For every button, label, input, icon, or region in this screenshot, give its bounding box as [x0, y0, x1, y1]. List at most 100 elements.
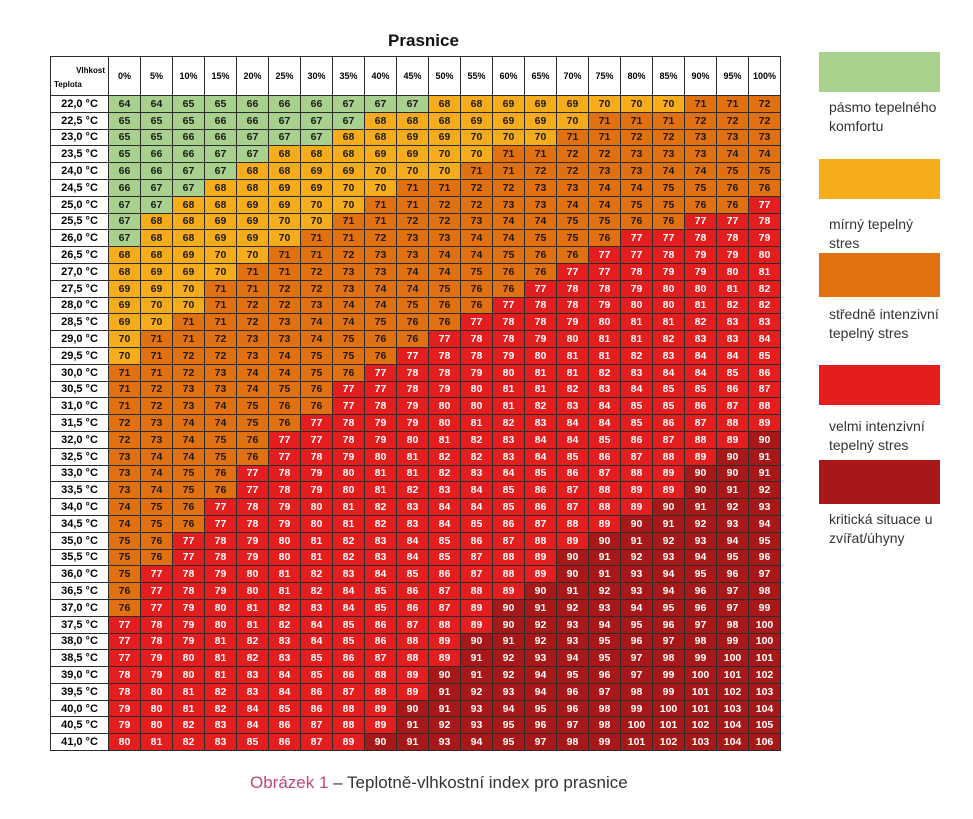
heatmap-cell: 73	[428, 229, 461, 248]
heatmap-cell: 88	[460, 582, 493, 600]
row-header: 25,0 °C	[50, 195, 109, 214]
heatmap-cell: 76	[236, 447, 269, 466]
heatmap-cell: 94	[524, 682, 557, 701]
heatmap-cell: 72	[620, 128, 653, 147]
heatmap-cell: 71	[364, 195, 397, 214]
heatmap-cell: 95	[492, 733, 525, 752]
heatmap-cell: 96	[588, 666, 621, 684]
heatmap-cell: 81	[460, 414, 493, 432]
heatmap-cell: 83	[268, 632, 301, 651]
heatmap-cell: 87	[396, 615, 429, 634]
heatmap-cell: 69	[108, 296, 141, 315]
heatmap-cell: 78	[524, 313, 557, 332]
heatmap-cell: 68	[172, 195, 205, 214]
heatmap-cell: 99	[748, 598, 781, 617]
heatmap-cell: 89	[588, 514, 621, 533]
figure-label: Obrázek 1	[250, 773, 329, 792]
heatmap-cell: 70	[652, 95, 685, 113]
heatmap-cell: 80	[492, 363, 525, 382]
heatmap-cell: 81	[556, 346, 589, 365]
heatmap-cell: 72	[396, 212, 429, 231]
heatmap-cell: 79	[556, 313, 589, 332]
heatmap-cell: 68	[236, 162, 269, 180]
legend-swatch	[819, 52, 940, 92]
heatmap-cell: 76	[620, 212, 653, 231]
heatmap-cell: 77	[332, 397, 365, 416]
heatmap-cell: 81	[172, 682, 205, 701]
heatmap-cell: 68	[140, 246, 173, 264]
heatmap-cell: 102	[684, 716, 717, 735]
heatmap-cell: 101	[620, 733, 653, 752]
heatmap-cell: 68	[268, 162, 301, 180]
heatmap-cell: 73	[204, 380, 237, 399]
heatmap-cell: 75	[108, 565, 141, 584]
heatmap-cell: 80	[140, 682, 173, 701]
heatmap-cell: 89	[396, 682, 429, 701]
heatmap-cell: 93	[460, 699, 493, 718]
heatmap-cell: 72	[492, 178, 525, 197]
heatmap-cell: 86	[524, 481, 557, 500]
heatmap-cell: 66	[108, 178, 141, 197]
heatmap-cell: 84	[460, 498, 493, 516]
heatmap-cell: 104	[716, 733, 749, 752]
heatmap-cell: 76	[428, 296, 461, 315]
heatmap-cell: 80	[556, 330, 589, 348]
heatmap-cell: 72	[204, 330, 237, 348]
heatmap-cell: 91	[492, 632, 525, 651]
heatmap-cell: 84	[300, 632, 333, 651]
table-row: 29,0 °C 70 71 71 72 73 73 74 75 76 76 77 78 78 79 80 81 8…	[50, 330, 781, 348]
heatmap-cell: 74	[204, 414, 237, 432]
heatmap-cell: 70	[556, 111, 589, 130]
heatmap-cell: 81	[204, 649, 237, 668]
row-header: 32,5 °C	[50, 447, 109, 466]
heatmap-cell: 68	[140, 212, 173, 231]
heatmap-cell: 83	[716, 330, 749, 348]
heatmap-cell: 67	[236, 128, 269, 147]
heatmap-cell: 80	[204, 615, 237, 634]
heatmap-cell: 78	[556, 296, 589, 315]
heatmap-cell: 77	[300, 414, 333, 432]
heatmap-cell: 81	[556, 363, 589, 382]
column-header: 65%	[524, 56, 557, 96]
heatmap-cell: 75	[172, 464, 205, 483]
heatmap-cell: 74	[332, 313, 365, 332]
heatmap-cell: 74	[364, 279, 397, 298]
heatmap-cell: 67	[108, 229, 141, 248]
column-header: 15%	[204, 56, 237, 96]
heatmap-cell: 74	[396, 262, 429, 281]
heatmap-cell: 89	[716, 430, 749, 449]
heatmap-cell: 74	[428, 262, 461, 281]
heatmap-cell: 69	[172, 246, 205, 264]
heatmap-cell: 84	[460, 481, 493, 500]
heatmap-cell: 78	[428, 346, 461, 365]
row-header: 37,0 °C	[50, 598, 109, 617]
heatmap-cell: 77	[108, 615, 141, 634]
heatmap-cell: 73	[396, 229, 429, 248]
heatmap-cell: 79	[492, 346, 525, 365]
heatmap-cell: 74	[524, 212, 557, 231]
figure-caption: Obrázek 1 – Teplotně-vlhkostní index pro…	[250, 773, 628, 793]
table-row: 27,0 °C 68 69 69 70 71 71 72 73 73 74 74 75 76 76 77 77 7…	[50, 262, 781, 281]
heatmap-cell: 84	[428, 498, 461, 516]
heatmap-cell: 79	[268, 514, 301, 533]
humidity-axis-label: Vlhkost	[76, 66, 105, 75]
heatmap-cell: 87	[428, 582, 461, 600]
heatmap-cell: 81	[172, 699, 205, 718]
table-row: 24,0 °C 66 66 67 67 68 68 69 69 70 70 70 71 71 72 72 73 7…	[50, 162, 781, 180]
heatmap-cell: 85	[332, 615, 365, 634]
heatmap-cell: 80	[332, 464, 365, 483]
legend-swatch	[819, 253, 940, 297]
heatmap-cell: 71	[236, 262, 269, 281]
heatmap-cell: 92	[620, 548, 653, 567]
heatmap-cell: 96	[684, 598, 717, 617]
heatmap-cell: 79	[652, 262, 685, 281]
heatmap-cell: 80	[204, 598, 237, 617]
heatmap-cell: 76	[492, 279, 525, 298]
heatmap-cell: 76	[716, 195, 749, 214]
heatmap-cell: 69	[492, 95, 525, 113]
heatmap-cell: 79	[364, 414, 397, 432]
heatmap-cell: 73	[172, 397, 205, 416]
temperature-axis-label: Teplota	[54, 80, 82, 89]
heatmap-cell: 75	[748, 162, 781, 180]
heatmap-cell: 73	[524, 195, 557, 214]
